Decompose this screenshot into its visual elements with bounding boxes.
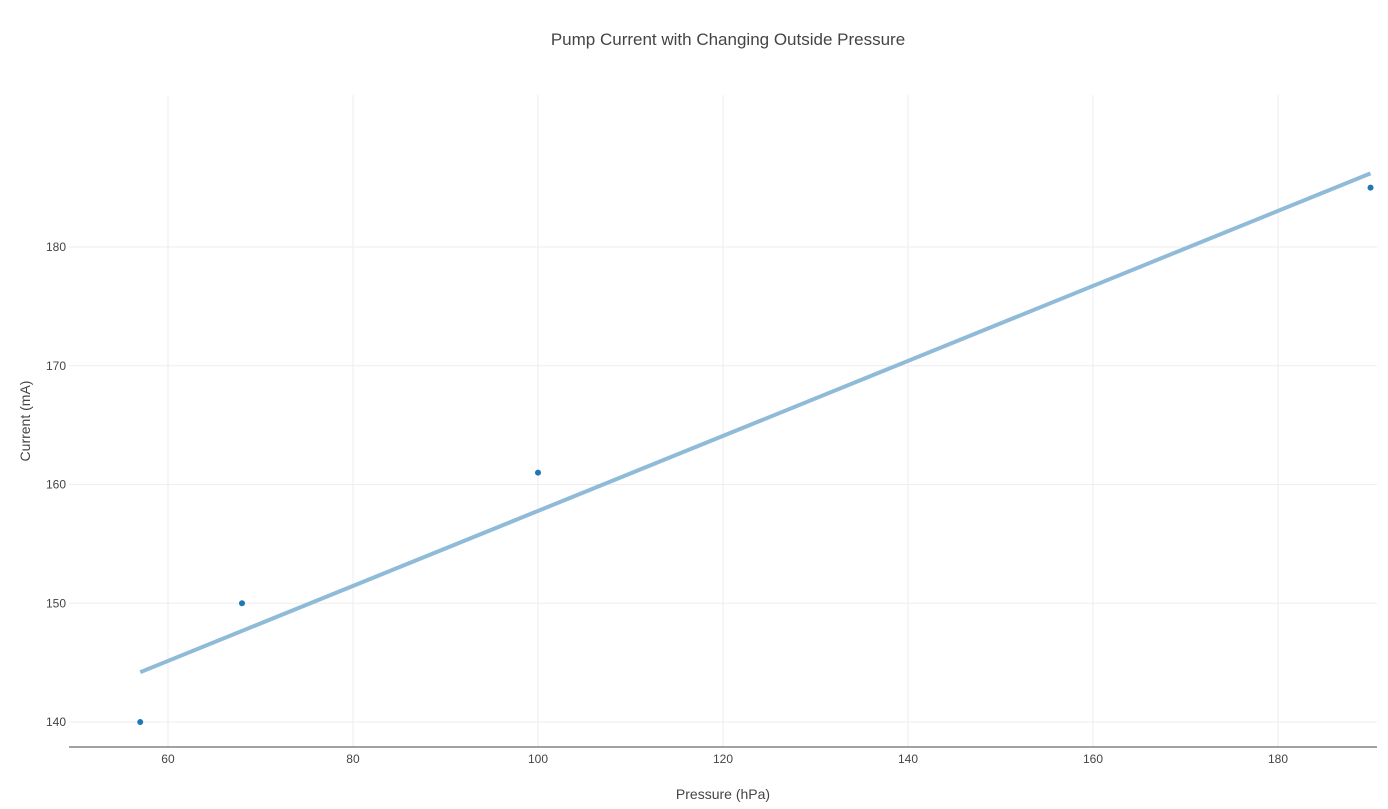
data-point: [238, 600, 245, 607]
y-tick-label: 160: [46, 478, 66, 492]
x-tick-label: 140: [898, 752, 918, 766]
x-tick-label: 60: [161, 752, 175, 766]
y-tick-label: 170: [46, 359, 66, 373]
plot-area: [137, 171, 1374, 726]
x-tick-label: 160: [1083, 752, 1103, 766]
x-tick-label: 120: [713, 752, 733, 766]
y-tick-label: 150: [46, 596, 66, 610]
data-point: [534, 469, 541, 476]
y-axis-label: Current (mA): [17, 381, 33, 462]
data-point: [1367, 184, 1374, 191]
x-tick-label: 180: [1268, 752, 1288, 766]
chart-title: Pump Current with Changing Outside Press…: [551, 30, 905, 49]
y-tick-label: 140: [46, 715, 66, 729]
x-axis-label: Pressure (hPa): [676, 786, 770, 802]
y-tick-label: 180: [46, 240, 66, 254]
axes: 60 80 100 120 140 160 180 140 150 160 170 180: [46, 240, 1377, 766]
grid: [69, 95, 1377, 747]
trend-line: [139, 171, 1372, 675]
x-tick-label: 100: [528, 752, 548, 766]
data-point: [137, 719, 144, 726]
x-tick-label: 80: [346, 752, 360, 766]
